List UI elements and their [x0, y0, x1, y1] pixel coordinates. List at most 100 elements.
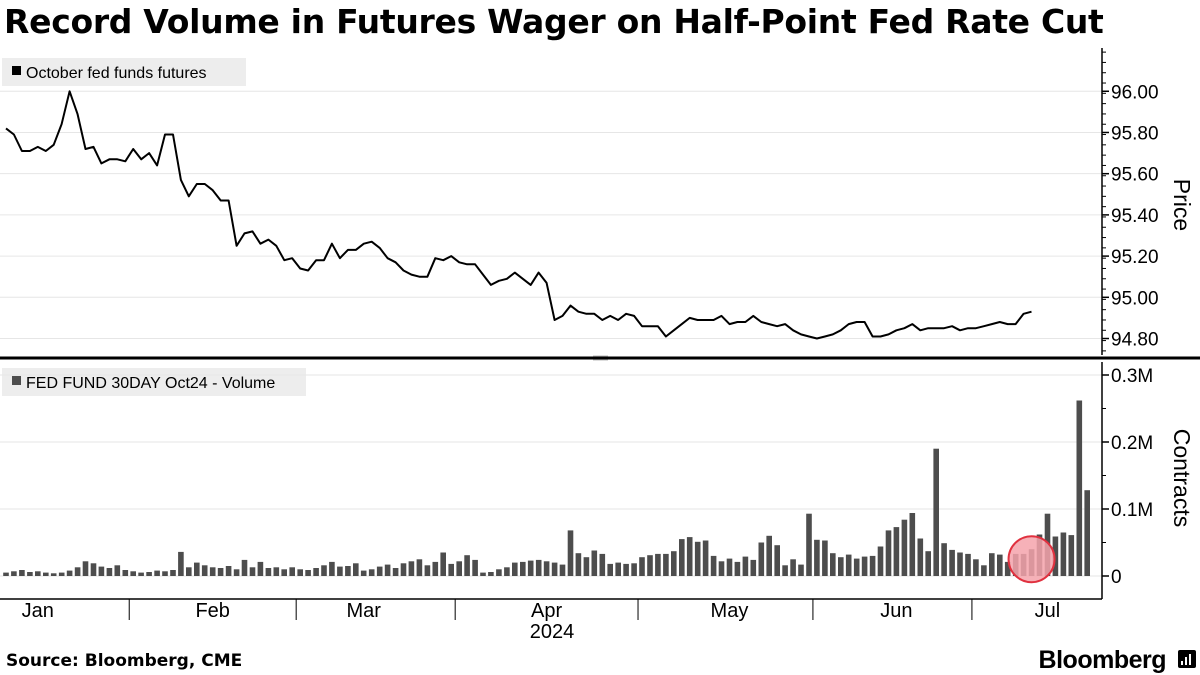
volume-bar [774, 545, 780, 576]
price-series-line [5, 90, 1032, 340]
volume-bar [885, 530, 892, 576]
volume-bar [631, 563, 637, 576]
volume-bar [273, 567, 280, 576]
volume-bar [520, 561, 526, 576]
volume-bar [432, 561, 439, 576]
volume-bar [877, 546, 884, 576]
volume-bar [337, 566, 343, 576]
volume-bar [830, 553, 836, 576]
volume-bar [456, 561, 462, 576]
volume-bar [599, 553, 606, 576]
volume-bar [360, 570, 367, 576]
volume-legend-swatch [12, 376, 21, 385]
volume-bar [949, 549, 955, 576]
x-tick-label: May [711, 600, 749, 622]
volume-bar [965, 553, 971, 576]
volume-bar [543, 561, 550, 576]
volume-bar [400, 563, 407, 576]
volume-bar [655, 553, 661, 576]
volume-bar [217, 568, 224, 576]
volume-bar [535, 559, 542, 576]
volume-bar [114, 565, 121, 576]
price-axis-label: Price [1169, 179, 1195, 231]
volume-bar [575, 553, 582, 576]
x-tick-label: Apr [531, 600, 562, 622]
volume-bar [822, 540, 828, 576]
volume-bar [973, 559, 979, 577]
volume-bar [201, 565, 208, 576]
x-axis-year: 2024 [530, 621, 575, 640]
volume-tick-label: 0.1M [1111, 500, 1153, 521]
price-tick-label: 95.00 [1111, 288, 1159, 309]
volume-bar [408, 561, 415, 576]
volume-bar [512, 562, 518, 576]
volume-bar [50, 573, 57, 576]
x-tick-label: Mar [347, 600, 382, 622]
chart-area: October fed funds futures 96.00 95.80 95.6… [0, 48, 1200, 640]
volume-bar [893, 527, 900, 576]
price-tick-label: 96.00 [1111, 82, 1159, 103]
volume-bar [997, 554, 1003, 576]
volume-bar [11, 571, 17, 576]
volume-axis-label: Contracts [1169, 429, 1195, 527]
price-gridlines [0, 90, 1102, 340]
volume-bar [138, 572, 144, 576]
price-legend-box [2, 58, 246, 86]
price-panel: October fed funds futures 96.00 95.80 95.6… [0, 48, 1195, 355]
volume-bar [122, 570, 129, 576]
volume-bar [472, 559, 478, 576]
price-tick-label: 95.60 [1111, 165, 1159, 186]
bloomberg-terminal-icon [1178, 650, 1196, 668]
volume-bar [647, 555, 653, 576]
x-tick-label: Feb [195, 600, 229, 622]
volume-bar [1084, 490, 1090, 576]
volume-bar [742, 556, 749, 576]
volume-bar [567, 530, 574, 576]
volume-bar [957, 552, 963, 576]
volume-bar [170, 570, 176, 576]
volume-bar [321, 565, 327, 576]
price-tick-label: 94.80 [1111, 330, 1159, 351]
volume-bar [162, 571, 168, 576]
volume-bar [289, 567, 295, 576]
volume-bar [376, 566, 383, 576]
volume-tick-label: 0.3M [1111, 366, 1153, 387]
price-tick-label: 95.20 [1111, 247, 1159, 268]
volume-bar [981, 565, 987, 576]
volume-bar [1076, 400, 1083, 576]
volume-bar [615, 562, 621, 576]
volume-bar [527, 560, 534, 576]
volume-bar [90, 563, 97, 576]
volume-bar [297, 569, 303, 576]
volume-bar [1068, 535, 1075, 576]
volume-bar [790, 559, 796, 577]
volume-bar [82, 561, 89, 576]
volume-bar [726, 558, 733, 576]
volume-tick-label: 0.2M [1111, 433, 1153, 454]
volume-bar [66, 570, 73, 576]
volume-bar [249, 567, 256, 576]
volume-bar [607, 563, 613, 576]
price-tick-label: 95.80 [1111, 123, 1159, 144]
volume-tick-label: 0 [1111, 567, 1122, 588]
volume-legend-label: FED FUND 30DAY Oct24 - Volume [26, 375, 275, 392]
volume-bar [504, 567, 510, 576]
volume-bar [845, 554, 852, 576]
x-axis: 2024 Jan Feb Mar Apr May Jun Jul [0, 598, 1102, 640]
volume-bar [440, 552, 446, 576]
volume-bar [416, 559, 423, 577]
volume-bar [583, 557, 590, 576]
volume-bar [281, 569, 287, 576]
volume-bar [671, 551, 677, 576]
bloomberg-logo: Bloomberg [1038, 646, 1167, 674]
volume-bar [869, 555, 876, 576]
volume-bar [989, 553, 995, 576]
volume-bar [901, 519, 908, 576]
volume-bar [702, 540, 709, 576]
price-legend-label: October fed funds futures [26, 65, 207, 82]
volume-bar [178, 551, 184, 576]
volume-bar [933, 448, 939, 576]
volume-bar [853, 558, 860, 576]
volume-bar [686, 537, 693, 576]
volume-bar [1052, 536, 1059, 576]
